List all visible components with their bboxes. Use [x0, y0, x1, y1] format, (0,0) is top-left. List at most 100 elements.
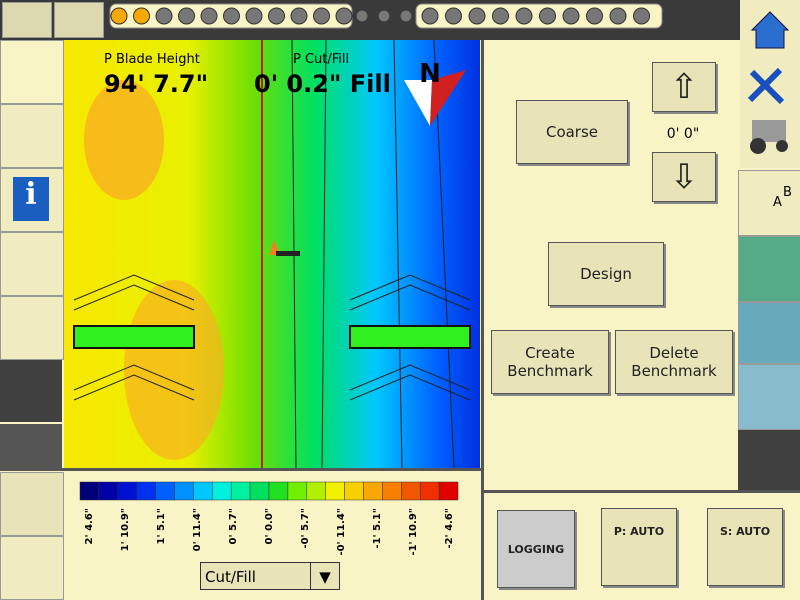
legend-label: 1' 10.9" [120, 508, 131, 551]
legend-swatch [136, 481, 156, 501]
legend-swatch [287, 481, 308, 501]
legend-swatch [174, 481, 194, 501]
blade-height-label: P Blade Height [104, 52, 200, 67]
delete-benchmark-button[interactable]: Delete Benchmark [615, 330, 733, 394]
legend-swatch [268, 481, 289, 501]
led [313, 7, 330, 25]
legend-label: -0' 5.7" [300, 508, 311, 549]
legend-swatch [438, 481, 459, 501]
tractor-view-tile[interactable] [0, 40, 64, 104]
logging-button[interactable]: LOGGING [497, 510, 575, 588]
led [445, 7, 462, 25]
legend-swatch [79, 481, 100, 501]
led [245, 7, 263, 25]
legend-label: 0' 0.0" [264, 508, 275, 544]
scraper-tile[interactable] [738, 302, 800, 364]
right-top-icons [740, 0, 800, 168]
led [377, 9, 391, 23]
wheel [776, 140, 788, 152]
dropdown-arrow: ▼ [310, 563, 339, 589]
legend-swatch [401, 481, 421, 501]
led [609, 7, 627, 25]
map: N P Blade Height 94' 7.7" P Cut/Fill 0' … [64, 40, 480, 468]
legend-swatch [193, 481, 213, 501]
legend-label: 1' 5.1" [156, 508, 167, 544]
up-button[interactable]: ⇧ [652, 62, 716, 112]
legend-swatch [98, 481, 119, 501]
fill-area [84, 80, 164, 200]
led [178, 7, 195, 25]
legend-swatch [419, 481, 440, 501]
empty-slot [0, 360, 62, 422]
dropdown-value: Cut/Fill [205, 568, 256, 586]
led [421, 7, 439, 25]
led [355, 9, 369, 23]
grade-arrows [73, 274, 195, 401]
tractor-icon[interactable] [752, 120, 786, 142]
dropdown[interactable]: Cut/Fill ▼ [200, 562, 340, 590]
label-a: A [773, 195, 782, 210]
compass [430, 70, 466, 126]
icons [747, 11, 790, 154]
divider [484, 490, 800, 493]
search-tile[interactable] [0, 232, 64, 296]
led [200, 7, 218, 25]
satellite-button[interactable] [2, 2, 52, 38]
s-auto-button[interactable]: S: AUTO [707, 508, 783, 586]
coarse-button[interactable]: Coarse [516, 100, 628, 164]
design-button[interactable]: Design [548, 242, 664, 306]
color-legend: 2' 4.6" 1' 10.9" 1' 5.1" 0' 11.4" 0' 5.7" 0' … [79, 481, 459, 556]
wheel [750, 138, 766, 154]
divider [481, 40, 484, 600]
led [268, 7, 285, 25]
scraper-pair-tile[interactable] [738, 364, 800, 430]
led [223, 7, 240, 25]
legend-swatch [117, 481, 137, 501]
divider [0, 468, 481, 471]
legend-label: -1' 5.1" [372, 508, 383, 549]
lock-tile[interactable] [0, 296, 64, 360]
layers-tile[interactable] [0, 472, 64, 536]
legend-label: 0' 11.4" [192, 508, 203, 551]
led [586, 7, 603, 25]
legend-swatch [382, 481, 402, 501]
create-benchmark-button[interactable]: Create Benchmark [491, 330, 609, 394]
offset-value: 0' 0" [666, 126, 700, 142]
led [468, 7, 486, 25]
tools-icon[interactable] [747, 67, 785, 105]
legend-swatch [249, 481, 270, 501]
info-icon: i [13, 177, 49, 221]
empty-slot [0, 424, 62, 468]
legend-swatch [344, 481, 364, 501]
p-auto-button[interactable]: P: AUTO [601, 508, 677, 586]
cutfill-value: 0' 0.2" Fill [254, 70, 391, 98]
compass [404, 80, 432, 126]
status-leds [109, 3, 663, 29]
home-icon[interactable] [750, 11, 790, 49]
legend-label: 0' 5.7" [228, 508, 239, 544]
legend-label: -0' 11.4" [336, 508, 347, 556]
vehicle-tile[interactable] [0, 104, 64, 168]
info-tile[interactable]: i [0, 168, 64, 232]
legend-swatch [212, 481, 232, 501]
blade-height-value: 94' 7.7" [104, 70, 208, 98]
cutfill-label: P Cut/Fill [293, 52, 349, 67]
blade [276, 251, 300, 256]
legend-swatch [306, 481, 326, 501]
led [155, 7, 173, 25]
satellite-button[interactable] [54, 2, 104, 38]
legend-swatch [325, 481, 345, 501]
led [562, 7, 580, 25]
led [492, 7, 509, 25]
down-button[interactable]: ⇩ [652, 152, 716, 202]
left-grade-bar [73, 325, 195, 349]
legend-tile[interactable] [0, 536, 64, 600]
fill-area [124, 280, 224, 460]
label-b: B [783, 185, 792, 200]
surface-tile[interactable] [738, 236, 800, 302]
legend-swatch [363, 481, 383, 501]
legend-label: -1' 10.9" [408, 508, 419, 556]
legend-label: 2' 4.6" [84, 508, 95, 544]
